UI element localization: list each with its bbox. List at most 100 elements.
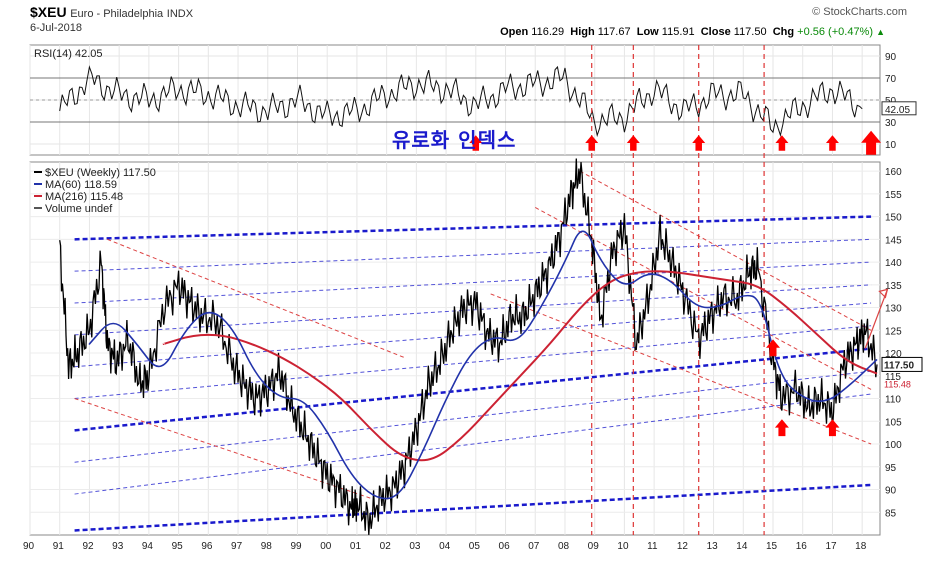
ohlc-readout: Open 116.29 High 117.67 Low 115.91 Close…: [500, 26, 885, 38]
legend-entry: Volume undef: [45, 203, 113, 215]
rsi-tick-label: 10: [885, 140, 897, 151]
x-tick-label: 09: [588, 541, 600, 552]
symbol: $XEU: [30, 4, 67, 20]
legend-entry: $XEU (Weekly) 117.50: [45, 167, 156, 179]
price-tick-label: 85: [885, 508, 897, 519]
last-price-box: [881, 356, 923, 372]
blue-channel-line: [74, 215, 872, 241]
x-tick-label: 04: [439, 541, 451, 552]
open-value: 116.29: [531, 26, 565, 38]
x-tick-label: 18: [855, 541, 867, 552]
x-tick-label: 11: [647, 541, 658, 552]
chg-up-icon: ▲: [876, 27, 885, 37]
price-series-line: [59, 158, 878, 535]
rsi-tick-label: 70: [885, 74, 897, 85]
rsi-tick-label: 30: [885, 118, 897, 129]
chg-label: Chg: [772, 26, 795, 38]
x-tick-label: 14: [736, 541, 748, 552]
chart-header: $XEU Euro - Philadelphia INDX 6-Jul-2018…: [0, 0, 933, 45]
brand-label: © StockCharts.com: [812, 6, 907, 18]
price-up-arrow-icon: [774, 419, 789, 437]
x-tick-label: 08: [558, 541, 570, 552]
exchange: INDX: [166, 8, 194, 20]
rsi-title: RSI(14) 42.05: [34, 48, 102, 60]
red-channel-line: [579, 170, 872, 331]
x-tick-label: 99: [290, 541, 302, 552]
price-panel-frame: [29, 161, 881, 536]
price-tick-label: 125: [885, 326, 902, 337]
price-tick-label: 95: [885, 463, 897, 474]
price-tick-label: 150: [885, 213, 902, 224]
price-tick-label: 90: [885, 486, 897, 497]
price-tick-label: 130: [885, 304, 902, 315]
price-tick-label: 140: [885, 258, 902, 269]
trend-arrow-head-icon: [878, 288, 889, 299]
open-label: Open: [500, 26, 529, 38]
x-tick-label: 03: [409, 541, 421, 552]
x-tick-label: 13: [707, 541, 719, 552]
ma216-line: [162, 270, 878, 462]
rsi-up-arrow-icon: [626, 135, 640, 151]
price-tick-label: 155: [885, 190, 902, 201]
price-tick-label: 135: [885, 281, 902, 292]
rsi-line: [59, 65, 863, 138]
low-value: 115.91: [661, 26, 695, 38]
rsi-up-arrow-icon: [585, 135, 599, 151]
price-tick-label: 105: [885, 417, 902, 428]
red-channel-line: [535, 207, 872, 390]
x-tick-label: 96: [201, 541, 213, 552]
x-tick-label: 93: [112, 541, 124, 552]
rsi-up-arrow-icon: [469, 135, 483, 151]
x-tick-label: 92: [82, 541, 94, 552]
red-channel-line: [490, 293, 872, 445]
x-tick-label: 97: [231, 541, 243, 552]
blue-channel-line: [74, 370, 872, 463]
x-tick-label: 10: [617, 541, 629, 552]
rsi-last-value: 42.05: [885, 105, 910, 116]
x-tick-label: 02: [380, 541, 392, 552]
legend-entry: MA(216) 115.48: [45, 191, 123, 203]
low-label: Low: [636, 26, 659, 38]
x-tick-label: 12: [677, 541, 689, 552]
blue-channel-line: [74, 325, 872, 400]
x-tick-label: 15: [766, 541, 778, 552]
red-channel-line: [107, 238, 405, 359]
x-tick-label: 98: [261, 541, 273, 552]
x-tick-label: 01: [350, 541, 362, 552]
euro-index-annotation: 유로화 인덱스: [392, 128, 517, 152]
chart-date: 6-Jul-2018: [30, 22, 82, 34]
rsi-tick-label: 90: [885, 52, 897, 63]
x-tick-label: 05: [469, 541, 481, 552]
legend-entry: MA(60) 118.59: [45, 179, 117, 191]
price-tick-label: 145: [885, 235, 902, 246]
x-tick-label: 95: [172, 541, 184, 552]
x-tick-label: 00: [320, 541, 332, 552]
x-tick-label: 07: [528, 541, 540, 552]
close-value: 117.50: [733, 26, 767, 38]
x-tick-label: 90: [23, 541, 35, 552]
rsi-up-arrow-icon: [692, 135, 706, 151]
blue-channel-line: [74, 483, 872, 532]
ma216-last-value: 115.48: [884, 380, 911, 390]
trend-arrow-line: [864, 289, 888, 349]
x-tick-label: 94: [142, 541, 154, 552]
price-up-arrow-icon: [825, 419, 840, 437]
x-tick-label: 17: [825, 541, 837, 552]
x-tick-label: 91: [53, 541, 65, 552]
chart-title: $XEU Euro - Philadelphia INDX: [30, 4, 193, 20]
x-tick-label: 16: [796, 541, 808, 552]
price-tick-label: 120: [885, 349, 902, 360]
chg-value: +0.56 (+0.47%): [797, 26, 874, 38]
rsi-last-value-box: [881, 101, 917, 116]
ma60-line: [88, 230, 878, 500]
blue-channel-line: [74, 302, 872, 368]
price-tick-label: 100: [885, 440, 902, 451]
high-label: High: [570, 26, 595, 38]
last-price-value: 117.50: [884, 360, 914, 371]
price-tick-label: 115: [885, 372, 901, 383]
blue-channel-line: [74, 393, 872, 495]
price-tick-label: 110: [885, 395, 901, 406]
price-tick-label: 160: [885, 167, 902, 178]
rsi-up-arrow-icon: [861, 130, 882, 155]
